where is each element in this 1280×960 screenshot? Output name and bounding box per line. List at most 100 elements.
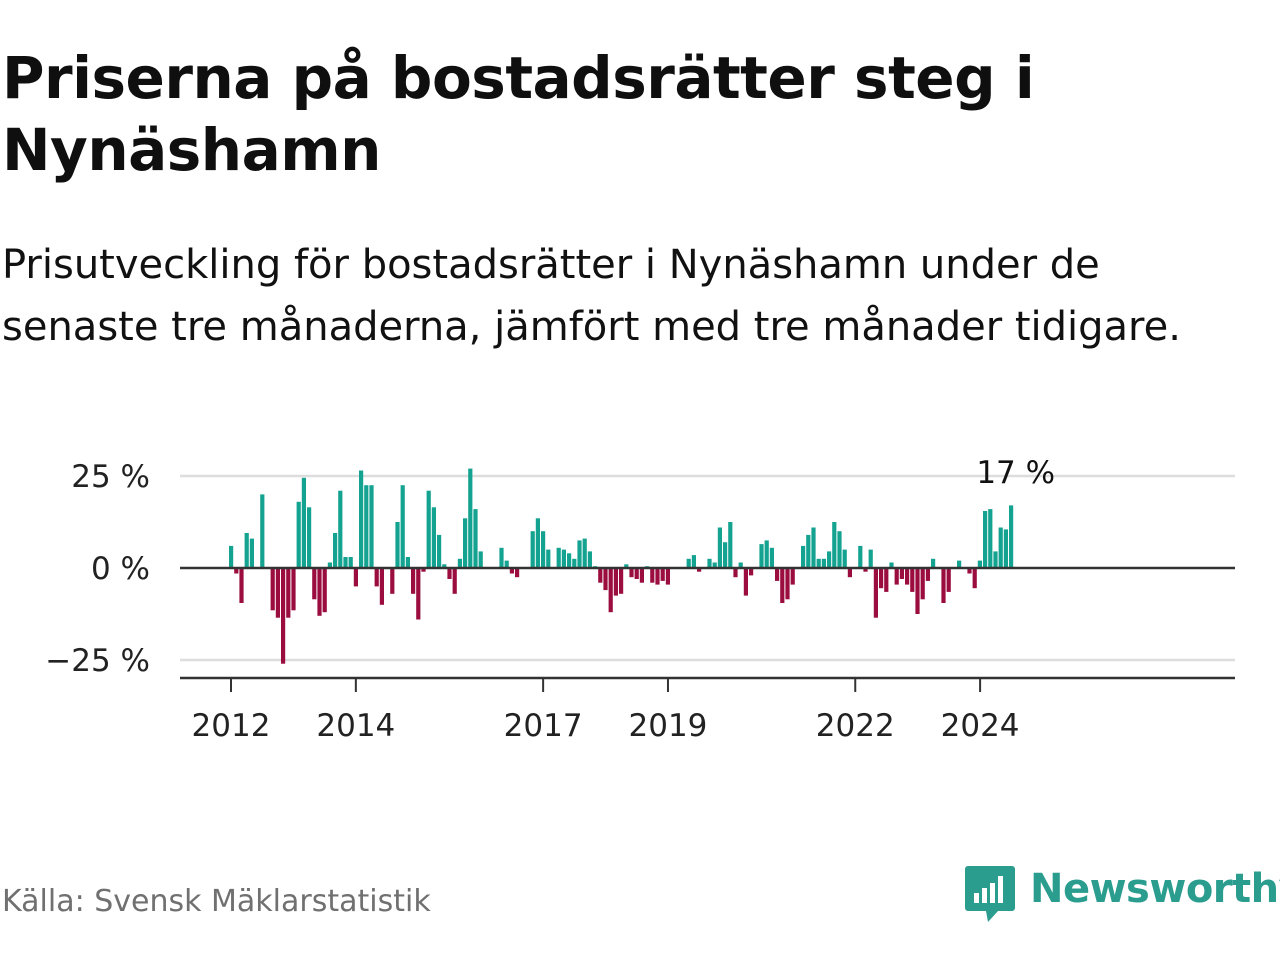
newsworthy-logo-icon (965, 866, 1015, 922)
chart-title: Priserna på bostadsrätter steg i Nynäsha… (2, 44, 1035, 184)
bar (863, 568, 868, 572)
x-tick-label: 2017 (504, 708, 583, 744)
bar (535, 518, 540, 568)
bar (281, 568, 286, 664)
bar (530, 531, 535, 568)
bar (707, 558, 712, 568)
bar (473, 509, 478, 568)
bar (811, 527, 816, 568)
bar (577, 540, 582, 568)
bar (369, 485, 374, 568)
bar (613, 568, 618, 596)
bar (660, 568, 665, 581)
y-tick-label: 25 % (71, 459, 150, 495)
bar (790, 568, 795, 585)
bar (405, 557, 410, 568)
bar (239, 568, 244, 603)
brand-name: Newsworthy (1030, 866, 1280, 912)
bar (327, 562, 332, 568)
bar (717, 527, 722, 568)
bar (390, 568, 395, 594)
bar (837, 531, 842, 568)
y-tick-label: −25 % (45, 643, 150, 679)
bar (884, 568, 889, 592)
bar (764, 540, 769, 568)
bar (343, 557, 348, 568)
bar (873, 568, 878, 618)
bar (411, 568, 416, 594)
bar (307, 507, 312, 568)
bar (447, 568, 452, 579)
bar (567, 553, 572, 568)
bar (416, 568, 421, 620)
bar (296, 501, 301, 568)
bar (379, 568, 384, 605)
bar (561, 549, 566, 568)
bar (769, 547, 774, 568)
bar (639, 568, 644, 583)
last-value-annotation: 17 % (976, 455, 1055, 491)
bar (457, 558, 462, 568)
bar (697, 568, 702, 572)
bar (442, 564, 447, 568)
bar (858, 545, 863, 568)
bar (972, 568, 977, 589)
bar (317, 568, 322, 616)
axis-layer (180, 566, 1235, 692)
bar (546, 549, 551, 568)
bar (499, 547, 504, 568)
bar (364, 485, 369, 568)
bar (301, 477, 306, 568)
bar (634, 568, 639, 579)
bar (270, 568, 275, 611)
bar (743, 568, 748, 596)
bar (847, 568, 852, 578)
bar (1003, 529, 1008, 568)
bar (312, 568, 317, 600)
bar (759, 544, 764, 568)
bar (868, 549, 873, 568)
bar (504, 560, 509, 568)
bar (967, 568, 972, 574)
bar (291, 568, 296, 611)
bar (478, 551, 483, 568)
bar (515, 568, 520, 578)
bar (353, 568, 358, 587)
bar (925, 568, 930, 581)
bar (582, 538, 587, 568)
bar (915, 568, 920, 614)
bar (785, 568, 790, 600)
bar (395, 522, 400, 568)
bar (842, 549, 847, 568)
bar (619, 568, 624, 594)
bar (426, 490, 431, 568)
bar (348, 557, 353, 568)
bar (931, 558, 936, 568)
bar (889, 562, 894, 568)
bar (275, 568, 280, 618)
bar (260, 494, 265, 568)
y-tick-label: 0 % (91, 551, 150, 587)
bar-layer (229, 468, 1014, 664)
x-tick-label: 2024 (941, 708, 1020, 744)
bar (775, 568, 780, 581)
bar (983, 511, 988, 568)
bar (905, 568, 910, 585)
bar (816, 558, 821, 568)
x-tick-label: 2019 (629, 708, 708, 744)
bar (608, 568, 613, 613)
bar (603, 568, 608, 591)
bar (723, 542, 728, 568)
bar (821, 558, 826, 568)
bar (827, 551, 832, 568)
bar (780, 568, 785, 603)
bar (691, 555, 696, 568)
bar (941, 568, 946, 603)
bar (920, 568, 925, 600)
x-tick-label: 2012 (192, 708, 271, 744)
bar (587, 551, 592, 568)
bar (598, 568, 603, 583)
bar (728, 522, 733, 568)
bar (988, 509, 993, 568)
bar (998, 527, 1003, 568)
